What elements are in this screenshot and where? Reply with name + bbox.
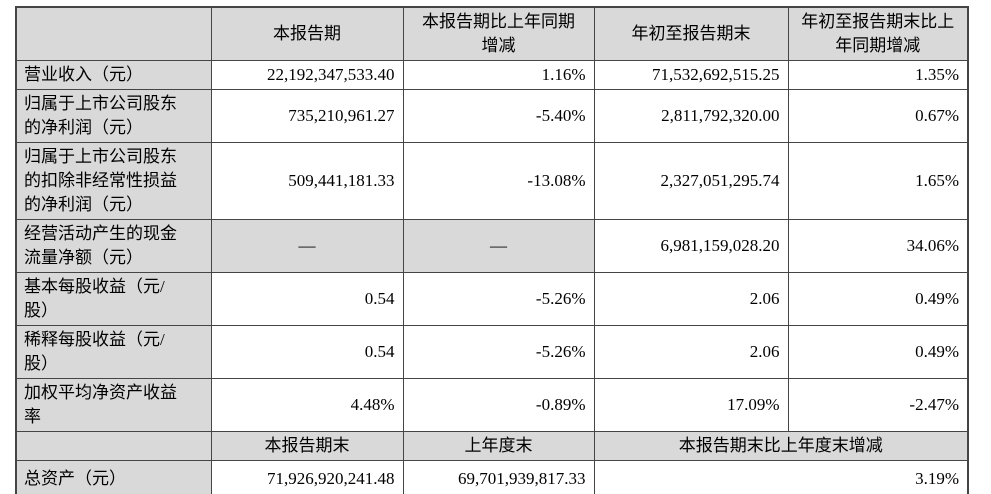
cell-net-profit-excl-current: 509,441,181.33	[210, 142, 404, 220]
cell-net-profit-excl-ytd-yoy-change: 1.65%	[787, 142, 969, 220]
cell-roe-ytd-yoy-change: -2.47%	[787, 378, 969, 432]
cell-net-profit-excl-yoy-change: -13.08%	[402, 142, 595, 220]
header-prev-year-end: 上年度末	[402, 431, 595, 461]
cell-basic-eps-current: 0.54	[210, 272, 404, 326]
cell-revenue-ytd: 71,532,692,515.25	[593, 60, 789, 90]
row-basic-eps: 基本每股收益（元/股） 0.54 -5.26% 2.06 0.49%	[15, 272, 969, 326]
header-yoy-change: 本报告期比上年同期增减	[402, 6, 595, 61]
row-revenue: 营业收入（元） 22,192,347,533.40 1.16% 71,532,6…	[15, 60, 969, 90]
cell-diluted-eps-ytd-yoy-change: 0.49%	[787, 325, 969, 379]
row-label-net-profit: 归属于上市公司股东的净利润（元）	[15, 89, 212, 143]
cell-diluted-eps-current: 0.54	[210, 325, 404, 379]
cell-total-assets-prev-year-end: 69,701,939,817.33	[402, 460, 595, 494]
row-label-revenue: 营业收入（元）	[15, 60, 212, 90]
row-total-assets: 总资产（元） 71,926,920,241.48 69,701,939,817.…	[15, 460, 969, 494]
row-label-weighted-avg-roe: 加权平均净资产收益率	[15, 378, 212, 432]
header2-empty-cell	[15, 431, 212, 461]
header-period-end-change: 本报告期末比上年度末增减	[593, 431, 969, 461]
cell-total-assets-change: 3.19%	[593, 460, 969, 494]
cell-diluted-eps-yoy-change: -5.26%	[402, 325, 595, 379]
cell-cash-flow-current-dash: —	[210, 219, 404, 273]
cell-roe-ytd: 17.09%	[593, 378, 789, 432]
cell-diluted-eps-ytd: 2.06	[593, 325, 789, 379]
cell-total-assets-period-end: 71,926,920,241.48	[210, 460, 404, 494]
header-empty-cell	[15, 6, 212, 61]
cell-net-profit-ytd: 2,811,792,320.00	[593, 89, 789, 143]
cell-net-profit-yoy-change: -5.40%	[402, 89, 595, 143]
row-label-total-assets: 总资产（元）	[15, 460, 212, 494]
financial-summary-table: 本报告期 本报告期比上年同期增减 年初至报告期末 年初至报告期末比上年同期增减 …	[15, 6, 969, 494]
cell-roe-current: 4.48%	[210, 378, 404, 432]
cell-net-profit-excl-ytd: 2,327,051,295.74	[593, 142, 789, 220]
cell-basic-eps-ytd-yoy-change: 0.49%	[787, 272, 969, 326]
cell-cash-flow-yoy-dash: —	[402, 219, 595, 273]
cell-revenue-ytd-yoy-change: 1.35%	[787, 60, 969, 90]
cell-basic-eps-ytd: 2.06	[593, 272, 789, 326]
row-net-profit-excl-nonrecurring: 归属于上市公司股东的扣除非经常性损益的净利润（元） 509,441,181.33…	[15, 142, 969, 220]
row-net-profit: 归属于上市公司股东的净利润（元） 735,210,961.27 -5.40% 2…	[15, 89, 969, 143]
header-row-balance: 本报告期末 上年度末 本报告期末比上年度末增减	[15, 431, 969, 461]
cell-revenue-current: 22,192,347,533.40	[210, 60, 404, 90]
row-label-diluted-eps: 稀释每股收益（元/股）	[15, 325, 212, 379]
cell-basic-eps-yoy-change: -5.26%	[402, 272, 595, 326]
row-label-net-profit-excl-nonrecurring: 归属于上市公司股东的扣除非经常性损益的净利润（元）	[15, 142, 212, 220]
cell-net-profit-ytd-yoy-change: 0.67%	[787, 89, 969, 143]
row-weighted-avg-roe: 加权平均净资产收益率 4.48% -0.89% 17.09% -2.47%	[15, 378, 969, 432]
row-label-operating-cash-flow: 经营活动产生的现金流量净额（元）	[15, 219, 212, 273]
cell-net-profit-current: 735,210,961.27	[210, 89, 404, 143]
header-ytd-yoy-change: 年初至报告期末比上年同期增减	[787, 6, 969, 61]
row-diluted-eps: 稀释每股收益（元/股） 0.54 -5.26% 2.06 0.49%	[15, 325, 969, 379]
cell-cash-flow-ytd-yoy-change: 34.06%	[787, 219, 969, 273]
row-operating-cash-flow: 经营活动产生的现金流量净额（元） — — 6,981,159,028.20 34…	[15, 219, 969, 273]
row-label-basic-eps: 基本每股收益（元/股）	[15, 272, 212, 326]
header-current-period: 本报告期	[210, 6, 404, 61]
header-period-end: 本报告期末	[210, 431, 404, 461]
cell-revenue-yoy-change: 1.16%	[402, 60, 595, 90]
header-row-period: 本报告期 本报告期比上年同期增减 年初至报告期末 年初至报告期末比上年同期增减	[15, 6, 969, 61]
header-ytd: 年初至报告期末	[593, 6, 789, 61]
cell-cash-flow-ytd: 6,981,159,028.20	[593, 219, 789, 273]
cell-roe-yoy-change: -0.89%	[402, 378, 595, 432]
